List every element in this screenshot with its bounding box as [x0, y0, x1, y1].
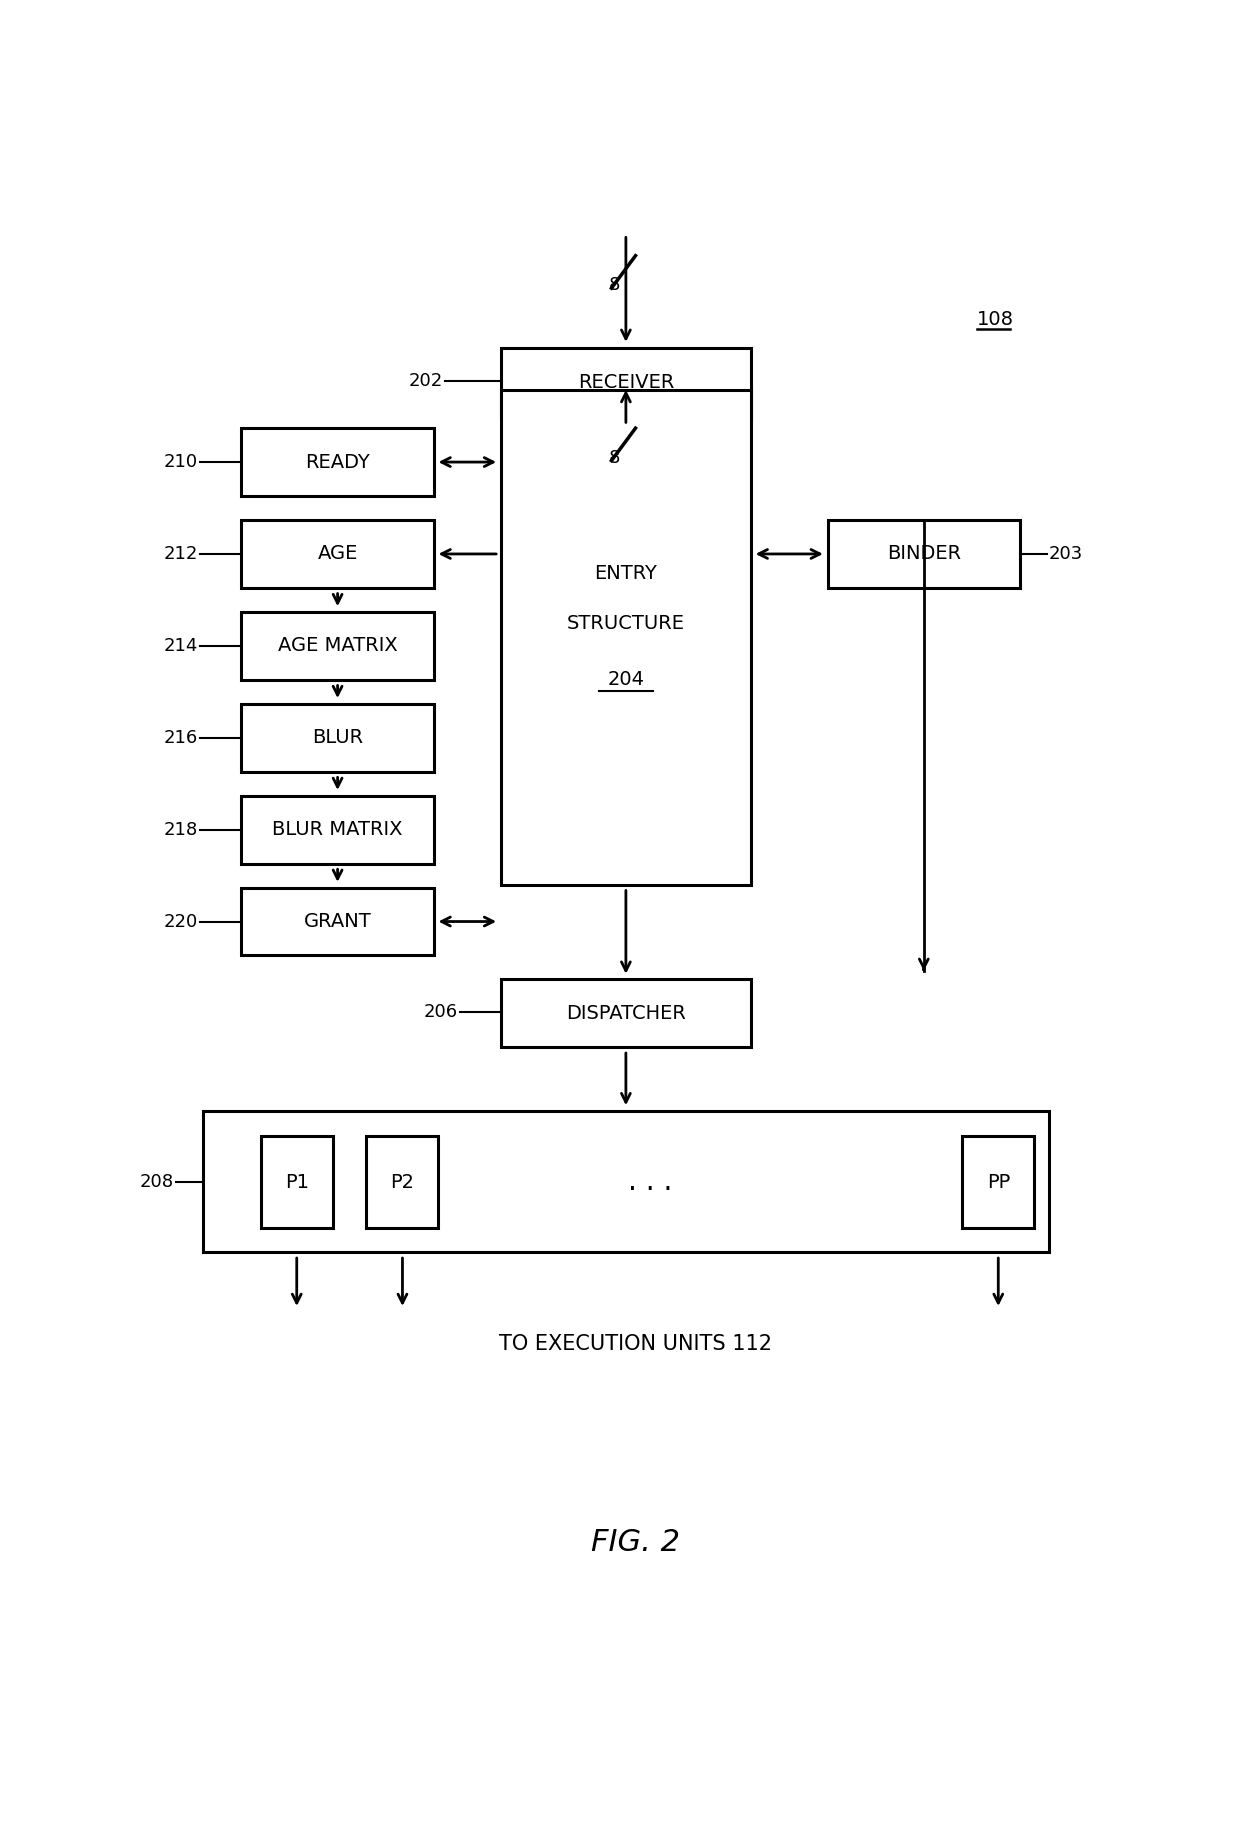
Text: BINDER: BINDER: [887, 545, 961, 564]
Text: AGE: AGE: [317, 545, 358, 564]
Text: 108: 108: [977, 310, 1013, 329]
Text: BLUR: BLUR: [312, 729, 363, 747]
Text: PP: PP: [987, 1173, 1009, 1192]
Text: BLUR MATRIX: BLUR MATRIX: [273, 821, 403, 839]
Text: P1: P1: [285, 1173, 309, 1192]
FancyBboxPatch shape: [501, 389, 751, 885]
FancyBboxPatch shape: [203, 1111, 1049, 1252]
Text: TO EXECUTION UNITS 112: TO EXECUTION UNITS 112: [498, 1335, 773, 1355]
FancyBboxPatch shape: [242, 428, 434, 496]
Text: RECEIVER: RECEIVER: [578, 373, 675, 393]
Text: 210: 210: [164, 453, 198, 472]
Text: 214: 214: [164, 637, 198, 655]
Text: 8: 8: [609, 448, 620, 466]
FancyBboxPatch shape: [962, 1136, 1034, 1228]
Text: 220: 220: [164, 912, 198, 931]
Text: 202: 202: [409, 373, 444, 391]
Text: FIG. 2: FIG. 2: [591, 1528, 680, 1557]
FancyBboxPatch shape: [260, 1136, 332, 1228]
Text: 206: 206: [424, 1002, 458, 1021]
Text: 216: 216: [164, 729, 198, 747]
Text: 203: 203: [1049, 545, 1083, 564]
Text: DISPATCHER: DISPATCHER: [565, 1004, 686, 1023]
Text: 8: 8: [609, 277, 620, 294]
Text: P2: P2: [391, 1173, 414, 1192]
FancyBboxPatch shape: [367, 1136, 439, 1228]
FancyBboxPatch shape: [828, 520, 1019, 588]
FancyBboxPatch shape: [242, 520, 434, 588]
FancyBboxPatch shape: [242, 611, 434, 679]
Text: READY: READY: [305, 452, 370, 472]
FancyBboxPatch shape: [242, 703, 434, 771]
Text: 212: 212: [164, 545, 198, 564]
Text: ENTRY: ENTRY: [594, 564, 657, 584]
Text: STRUCTURE: STRUCTURE: [567, 613, 684, 633]
FancyBboxPatch shape: [242, 795, 434, 863]
Text: 204: 204: [608, 670, 645, 688]
Text: AGE MATRIX: AGE MATRIX: [278, 637, 398, 655]
Text: 218: 218: [164, 821, 198, 839]
FancyBboxPatch shape: [501, 979, 751, 1047]
Text: GRANT: GRANT: [304, 912, 372, 931]
Text: . . .: . . .: [627, 1168, 672, 1195]
FancyBboxPatch shape: [242, 887, 434, 955]
Text: 208: 208: [140, 1173, 174, 1192]
FancyBboxPatch shape: [501, 347, 751, 419]
